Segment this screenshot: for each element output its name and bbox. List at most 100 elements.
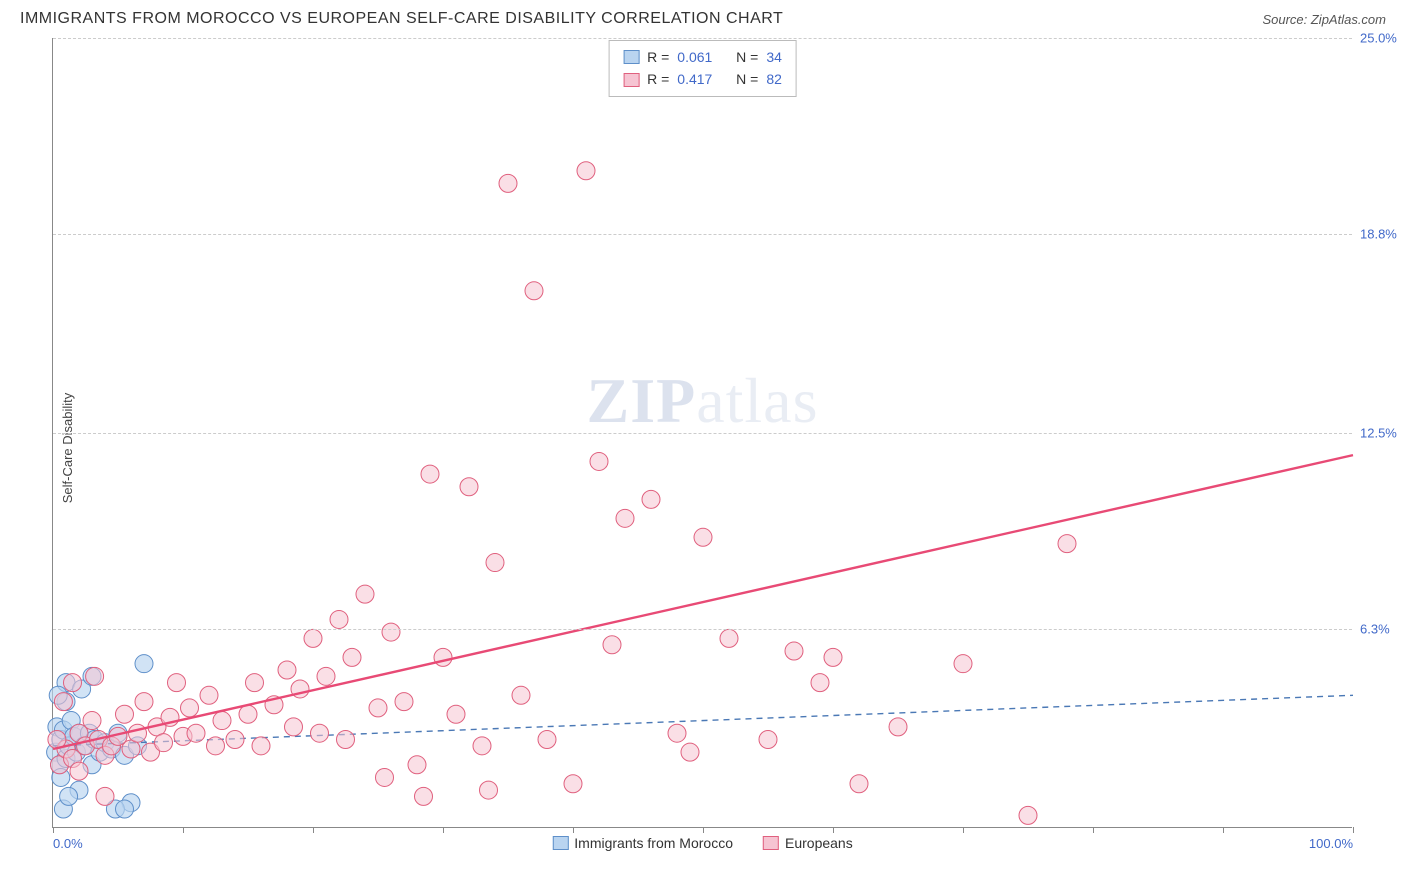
swatch-icon (623, 50, 639, 64)
x-tick (963, 827, 964, 833)
scatter-point-europeans (337, 731, 355, 749)
scatter-point-europeans (499, 174, 517, 192)
x-tick (703, 827, 704, 833)
swatch-icon (623, 73, 639, 87)
y-tick-label: 18.8% (1360, 226, 1406, 241)
scatter-point-europeans (343, 648, 361, 666)
gridline (53, 234, 1352, 235)
scatter-point-europeans (473, 737, 491, 755)
scatter-point-europeans (54, 693, 72, 711)
x-tick-label: 100.0% (1309, 836, 1353, 851)
scatter-point-europeans (759, 731, 777, 749)
scatter-point-europeans (447, 705, 465, 723)
scatter-point-europeans (129, 724, 147, 742)
scatter-point-europeans (122, 740, 140, 758)
swatch-icon (552, 836, 568, 850)
stats-row: R = 0.417 N = 82 (623, 68, 782, 90)
gridline (53, 629, 1352, 630)
scatter-point-europeans (668, 724, 686, 742)
chart-container: Self-Care Disability ZIPatlas R = 0.061 … (52, 38, 1386, 858)
scatter-point-europeans (603, 636, 621, 654)
scatter-point-europeans (168, 674, 186, 692)
r-label: R = (647, 46, 669, 68)
scatter-point-europeans (811, 674, 829, 692)
scatter-point-europeans (70, 762, 88, 780)
plot-area: ZIPatlas R = 0.061 N = 34 R = 0.417 N = … (52, 38, 1352, 828)
scatter-point-europeans (616, 509, 634, 527)
scatter-point-europeans (564, 775, 582, 793)
scatter-point-europeans (239, 705, 257, 723)
stats-row: R = 0.061 N = 34 (623, 46, 782, 68)
source-name: ZipAtlas.com (1311, 12, 1386, 27)
chart-title: IMMIGRANTS FROM MOROCCO VS EUROPEAN SELF… (20, 10, 783, 28)
scatter-point-europeans (252, 737, 270, 755)
x-tick (1223, 827, 1224, 833)
y-tick-label: 25.0% (1360, 31, 1406, 46)
scatter-point-europeans (434, 648, 452, 666)
swatch-icon (763, 836, 779, 850)
scatter-point-europeans (590, 452, 608, 470)
scatter-point-europeans (116, 705, 134, 723)
legend: Immigrants from Morocco Europeans (552, 835, 852, 851)
scatter-point-europeans (850, 775, 868, 793)
r-value: 0.417 (677, 68, 712, 90)
r-label: R = (647, 68, 669, 90)
scatter-point-europeans (317, 667, 335, 685)
scatter-point-europeans (824, 648, 842, 666)
legend-item: Immigrants from Morocco (552, 835, 733, 851)
scatter-point-europeans (187, 724, 205, 742)
x-tick (443, 827, 444, 833)
scatter-point-europeans (694, 528, 712, 546)
scatter-point-europeans (376, 768, 394, 786)
scatter-point-europeans (460, 478, 478, 496)
scatter-point-europeans (681, 743, 699, 761)
scatter-point-europeans (486, 554, 504, 572)
scatter-point-europeans (96, 787, 114, 805)
scatter-point-europeans (1019, 806, 1037, 824)
scatter-point-europeans (369, 699, 387, 717)
header: IMMIGRANTS FROM MOROCCO VS EUROPEAN SELF… (0, 0, 1406, 32)
x-tick (833, 827, 834, 833)
x-tick (313, 827, 314, 833)
scatter-point-europeans (86, 667, 104, 685)
scatter-point-europeans (200, 686, 218, 704)
r-value: 0.061 (677, 46, 712, 68)
scatter-point-europeans (512, 686, 530, 704)
scatter-point-europeans (889, 718, 907, 736)
scatter-point-europeans (408, 756, 426, 774)
scatter-point-europeans (720, 629, 738, 647)
n-value: 34 (766, 46, 782, 68)
scatter-point-morocco (116, 800, 134, 818)
scatter-point-europeans (356, 585, 374, 603)
n-label: N = (736, 68, 758, 90)
scatter-point-europeans (207, 737, 225, 755)
gridline (53, 433, 1352, 434)
legend-item: Europeans (763, 835, 853, 851)
stats-box: R = 0.061 N = 34 R = 0.417 N = 82 (608, 40, 797, 97)
scatter-point-europeans (1058, 535, 1076, 553)
scatter-point-europeans (330, 610, 348, 628)
n-label: N = (736, 46, 758, 68)
scatter-point-europeans (480, 781, 498, 799)
scatter-point-europeans (311, 724, 329, 742)
scatter-point-europeans (415, 787, 433, 805)
trend-line-europeans (53, 455, 1353, 749)
scatter-point-europeans (213, 712, 231, 730)
scatter-point-europeans (395, 693, 413, 711)
scatter-point-europeans (285, 718, 303, 736)
legend-label: Europeans (785, 835, 853, 851)
gridline (53, 38, 1352, 39)
scatter-point-europeans (421, 465, 439, 483)
scatter-point-europeans (954, 655, 972, 673)
scatter-point-europeans (64, 674, 82, 692)
scatter-point-europeans (226, 731, 244, 749)
x-tick (1353, 827, 1354, 833)
legend-label: Immigrants from Morocco (574, 835, 733, 851)
scatter-point-morocco (60, 787, 78, 805)
scatter-point-europeans (83, 712, 101, 730)
scatter-point-europeans (785, 642, 803, 660)
x-tick (53, 827, 54, 833)
scatter-point-europeans (278, 661, 296, 679)
x-tick (183, 827, 184, 833)
scatter-point-europeans (155, 734, 173, 752)
